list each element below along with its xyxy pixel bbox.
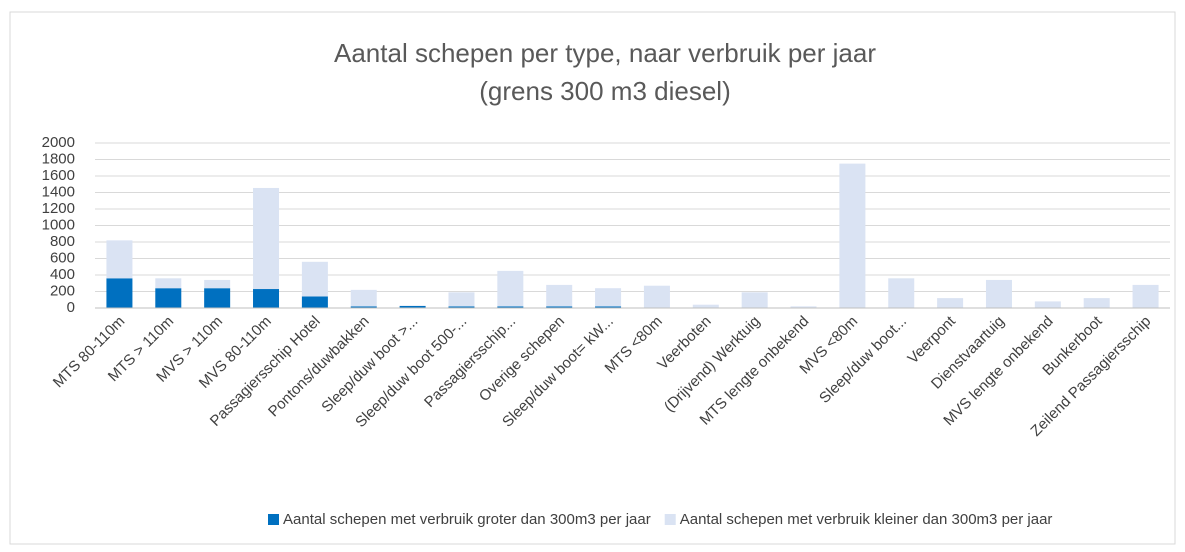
bar-segment (204, 288, 230, 308)
bar-segment (497, 271, 523, 306)
bar-segment (253, 188, 279, 289)
bar-segment (839, 164, 865, 308)
y-tick-label: 1400 (42, 183, 75, 200)
y-tick-label: 1200 (42, 200, 75, 217)
y-tick-label: 2000 (42, 134, 75, 151)
legend-label: Aantal schepen met verbruik groter dan 3… (283, 511, 651, 528)
bar-segment (546, 285, 572, 306)
chart-title: Aantal schepen per type, naar verbruik p… (334, 38, 876, 68)
bar-segment (155, 278, 181, 288)
bar-segment (888, 278, 914, 308)
bar-segment (302, 262, 328, 297)
legend-swatch (268, 514, 279, 525)
bar-segment (155, 288, 181, 308)
bar-segment (106, 278, 132, 308)
y-tick-label: 0 (67, 299, 75, 316)
legend-swatch (665, 514, 676, 525)
bar-segment (595, 288, 621, 306)
bar-segment (204, 280, 230, 288)
bar-segment (1035, 301, 1061, 308)
bar-segment (742, 292, 768, 308)
bar-segment (1084, 298, 1110, 308)
y-tick-label: 1600 (42, 167, 75, 184)
bar-segment (448, 292, 474, 306)
bar-segment (253, 289, 279, 308)
legend-label: Aantal schepen met verbruik kleiner dan … (680, 511, 1053, 528)
y-tick-label: 600 (50, 249, 75, 266)
chart-subtitle: (grens 300 m3 diesel) (479, 76, 730, 106)
y-tick-label: 400 (50, 266, 75, 283)
bar-segment (1133, 285, 1159, 308)
bar-segment (644, 286, 670, 308)
y-tick-label: 800 (50, 233, 75, 250)
y-tick-label: 200 (50, 282, 75, 299)
bar-segment (302, 296, 328, 308)
y-tick-label: 1800 (42, 150, 75, 167)
bar-segment (937, 298, 963, 308)
y-tick-label: 1000 (42, 216, 75, 233)
bar-segment (986, 280, 1012, 308)
bar-segment (106, 240, 132, 278)
bar-segment (351, 290, 377, 307)
